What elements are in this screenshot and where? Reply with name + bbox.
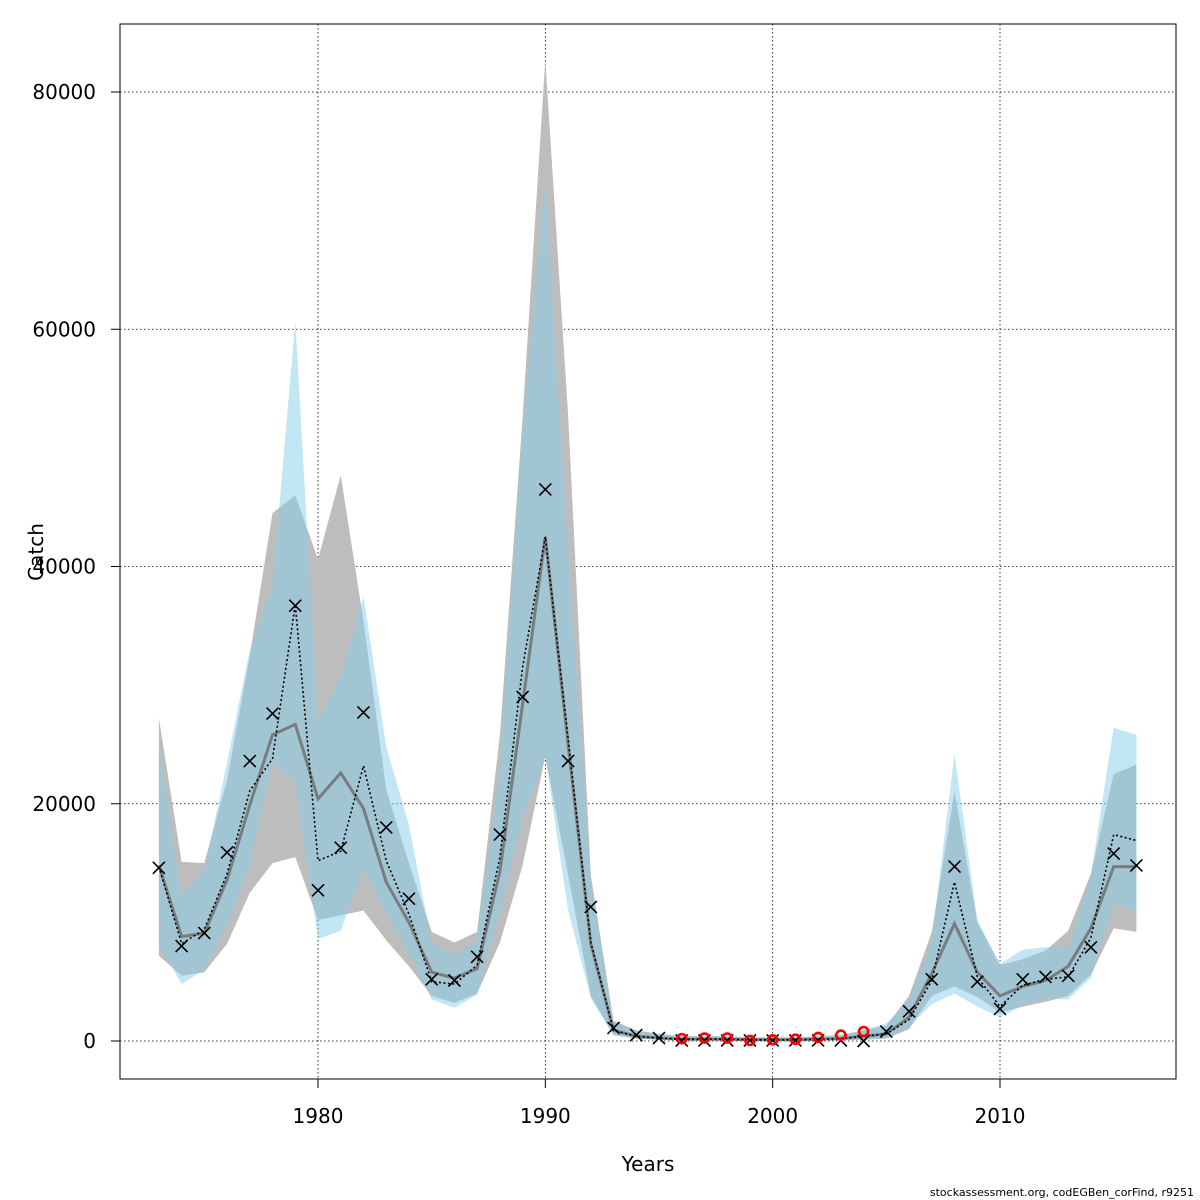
observed-catch-marker bbox=[447, 973, 461, 988]
y-tick-label: 20000 bbox=[32, 792, 96, 816]
observed-catch-marker bbox=[1107, 847, 1121, 861]
red-circle-marker bbox=[675, 1032, 688, 1045]
observed-catch-marker bbox=[425, 972, 439, 986]
observed-catch-marker bbox=[561, 754, 575, 768]
observed-catch-marker bbox=[243, 754, 257, 768]
y-tick-label: 60000 bbox=[32, 317, 96, 341]
observed-catch-marker bbox=[652, 1031, 666, 1045]
observed-catch-marker bbox=[993, 1002, 1007, 1016]
observed-catch-marker bbox=[311, 883, 325, 897]
credit-text: stockassessment.org, codEGBen_corFind, r… bbox=[929, 1186, 1194, 1199]
plot-frame bbox=[119, 23, 1177, 1080]
observed-catch-marker bbox=[379, 820, 393, 835]
data-markers bbox=[152, 482, 1143, 1048]
observed-catch-marker bbox=[152, 861, 166, 875]
x-tick-label: 1980 bbox=[293, 1104, 344, 1128]
axes: 1980 1990 2000 2010 0 20000 40000 60000 80000 bbox=[32, 80, 1025, 1128]
observed-catch-marker bbox=[334, 841, 348, 855]
y-tick-label: 0 bbox=[83, 1029, 96, 1053]
red-circle-marker bbox=[835, 1029, 847, 1041]
observed-catch-marker bbox=[493, 828, 507, 842]
y-tick-label: 80000 bbox=[32, 80, 96, 104]
observed-catch-marker bbox=[197, 926, 211, 940]
observed-catch-marker bbox=[1016, 972, 1030, 986]
y-tick-label: 40000 bbox=[32, 555, 96, 579]
observed-catch-marker bbox=[606, 1021, 621, 1035]
red-circle-marker bbox=[721, 1032, 734, 1044]
observed-catch-marker bbox=[902, 1004, 916, 1018]
observed-catch-marker bbox=[1084, 940, 1098, 954]
observed-catch-marker bbox=[1061, 969, 1075, 983]
red-circle-marker bbox=[744, 1034, 756, 1047]
observed-catch-marker bbox=[947, 860, 962, 874]
observed-catch-marker bbox=[402, 892, 416, 906]
red-circle-marker bbox=[766, 1034, 779, 1046]
red-circle-marker bbox=[857, 1025, 870, 1038]
red-circle-marker bbox=[812, 1031, 824, 1044]
y-axis-title: Catch bbox=[24, 523, 48, 581]
observed-catch-marker bbox=[970, 975, 984, 989]
observed-catch-marker bbox=[288, 599, 302, 613]
x-tick-label: 1990 bbox=[520, 1104, 571, 1128]
observed-catch-marker bbox=[879, 1024, 893, 1039]
observed-catch-marker bbox=[516, 690, 530, 704]
observed-catch-marker bbox=[265, 707, 280, 721]
x-tick-label: 2000 bbox=[747, 1104, 798, 1128]
observed-catch-marker bbox=[1038, 970, 1053, 984]
observed-catch-marker bbox=[857, 1034, 871, 1048]
observed-catch-marker bbox=[175, 939, 189, 953]
observed-catch-marker bbox=[220, 845, 234, 859]
red-circle-marker bbox=[698, 1032, 711, 1044]
observed-catch-marker bbox=[584, 900, 598, 914]
dotted-estimate-line bbox=[158, 536, 1137, 1041]
x-tick-label: 2010 bbox=[975, 1104, 1026, 1128]
observed-catch-marker bbox=[629, 1028, 643, 1042]
observed-catch-marker bbox=[1129, 858, 1143, 873]
observed-catch-marker bbox=[470, 950, 484, 964]
red-circle-marker bbox=[789, 1033, 802, 1046]
observed-catch-marker bbox=[925, 972, 939, 986]
confidence-bands bbox=[158, 60, 1137, 1041]
observed-catch-marker bbox=[538, 482, 552, 496]
series-lines bbox=[157, 536, 1137, 1042]
x-axis-title: Years bbox=[621, 1152, 675, 1176]
observed-catch-marker bbox=[356, 705, 371, 719]
blue-confidence-band bbox=[158, 179, 1137, 1041]
